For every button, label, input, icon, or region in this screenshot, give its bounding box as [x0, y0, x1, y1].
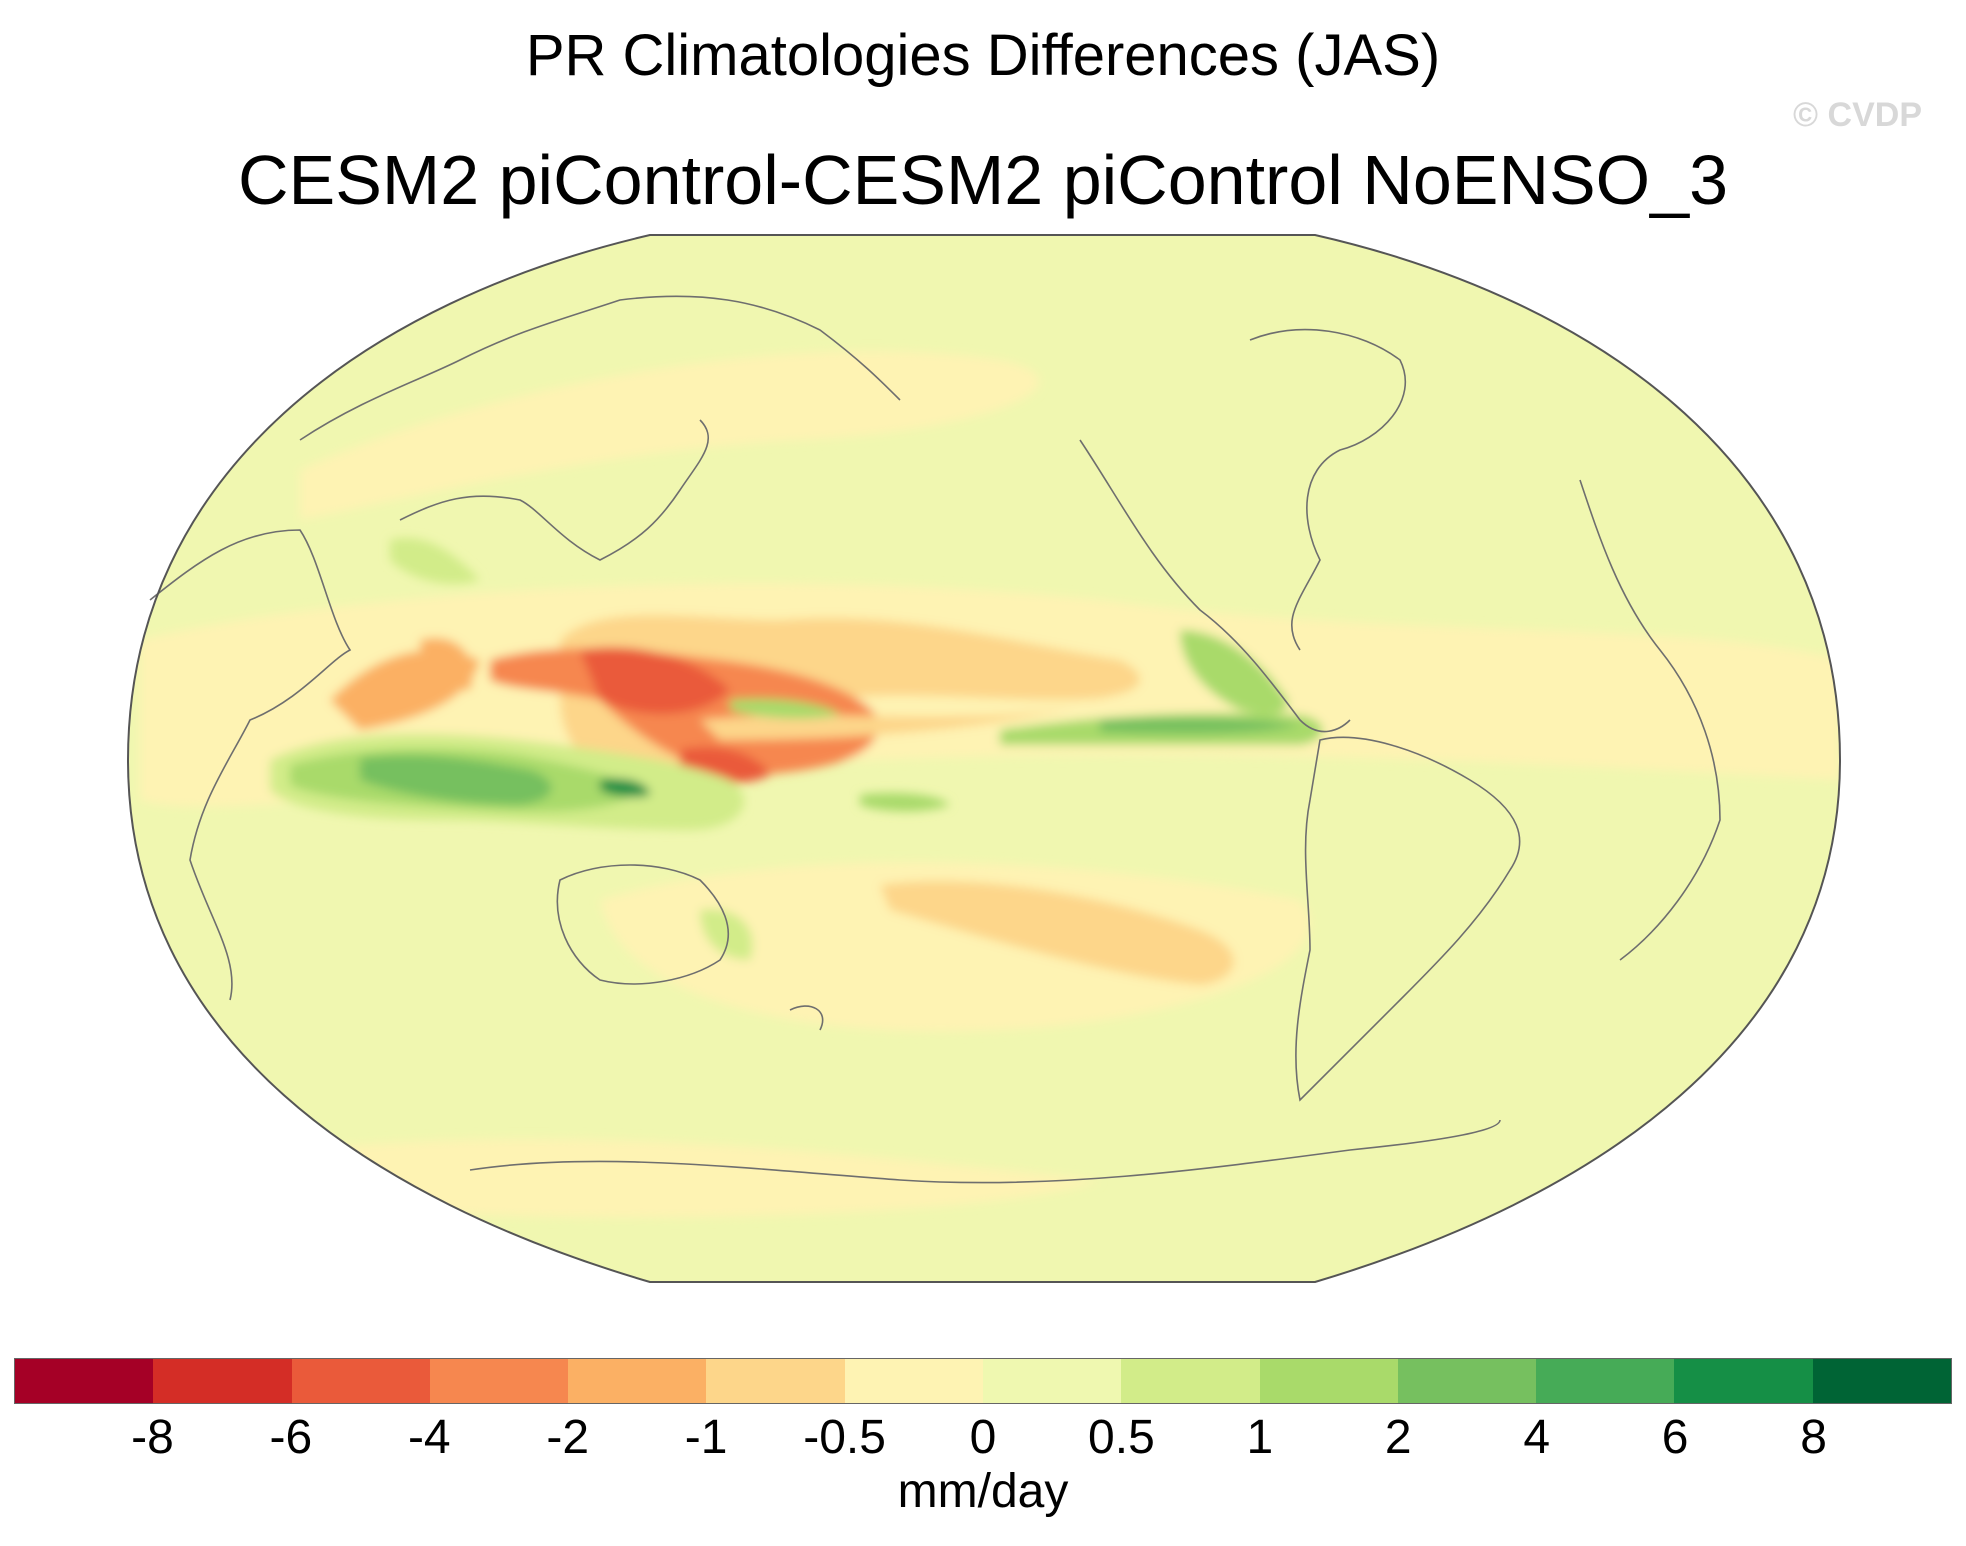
colorbar-swatch — [15, 1359, 154, 1403]
coastlines — [149, 295, 1721, 1184]
north-america-west-coastline — [1079, 439, 1351, 733]
india-dry — [420, 638, 473, 690]
maritime-continent-wet — [360, 755, 552, 805]
asia-coastline — [399, 419, 710, 561]
western-pacific-wet-streak — [730, 698, 840, 719]
figure-subtitle: CESM2 piControl-CESM2 piControl NoENSO_3 — [238, 141, 1728, 219]
west-pacific-dry-core — [490, 648, 880, 776]
figure-title: PR Climatologies Differences (JAS) — [525, 23, 1441, 88]
global-map — [126, 234, 1842, 1283]
colorbar-swatch — [844, 1359, 983, 1403]
new-zealand-coastline — [789, 1005, 824, 1031]
central-america-wet — [1180, 630, 1288, 714]
southern-ocean-yellow — [300, 1139, 1100, 1218]
colorbar-swatch — [1674, 1359, 1813, 1403]
maritime-continent-wet-max — [600, 778, 650, 798]
australia-coastline — [556, 864, 730, 985]
colorbar-swatch — [1121, 1359, 1260, 1403]
australia-east-wet — [700, 909, 753, 960]
precip-field — [128, 235, 1840, 1282]
colorbar-tick-label: 0.5 — [1088, 1411, 1155, 1464]
colorbar-tick-label: -2 — [546, 1411, 590, 1464]
colorbar-swatch — [1812, 1359, 1951, 1403]
antarctica-coastline — [469, 1119, 1501, 1184]
colorbar-tick-label: 2 — [1384, 1411, 1412, 1464]
colorbar-swatch — [568, 1359, 707, 1403]
north-pacific-yellow — [300, 351, 1040, 520]
colorbar-swatch — [1259, 1359, 1398, 1403]
colorbar-tick-label: 1 — [1246, 1411, 1274, 1464]
eurasia-north-coastline — [299, 295, 901, 441]
south-pacific-dry-band — [880, 881, 1234, 985]
itcz-dry-tongue — [700, 697, 1107, 740]
colorbar-swatch — [1536, 1359, 1675, 1403]
colorbar-swatch — [706, 1359, 845, 1403]
north-america-east-coastline — [1249, 328, 1407, 651]
colorbar-tick-label: 6 — [1661, 1411, 1689, 1464]
africa-west-coastline-right — [1579, 479, 1721, 961]
colorbar-swatch — [1397, 1359, 1537, 1403]
south-america-coastline — [1295, 736, 1521, 1102]
colorbar-tick-label: -8 — [131, 1411, 174, 1464]
map-border — [126, 234, 1842, 1283]
equatorial-pacific-wet — [860, 793, 950, 812]
colorbar-units: mm/day — [897, 1465, 1069, 1518]
south-pacific-yellow — [600, 862, 1310, 1032]
colorbar-swatch — [429, 1359, 569, 1403]
itcz-wet-core — [1100, 717, 1300, 734]
colorbar-tick-label: 4 — [1523, 1411, 1551, 1464]
colorbar-tick-label: -4 — [407, 1411, 451, 1464]
philippines-dry-max — [580, 647, 730, 714]
cvdp-watermark: © CVDP — [1793, 96, 1922, 134]
africa-coastline — [149, 529, 352, 1001]
himalaya-wet — [390, 538, 480, 584]
colorbar-swatch — [153, 1359, 292, 1403]
colorbar-tick-label: -0.5 — [803, 1411, 886, 1464]
colorbar-tick-label: 0 — [969, 1411, 997, 1464]
colorbar-swatch — [982, 1359, 1122, 1403]
colorbar-swatch — [291, 1359, 430, 1403]
colorbar-tick-label: 8 — [1800, 1411, 1827, 1464]
colorbar-tick-label: -1 — [684, 1411, 728, 1464]
colorbar-tick-label: -6 — [269, 1411, 313, 1464]
colorbar — [14, 1358, 1952, 1404]
